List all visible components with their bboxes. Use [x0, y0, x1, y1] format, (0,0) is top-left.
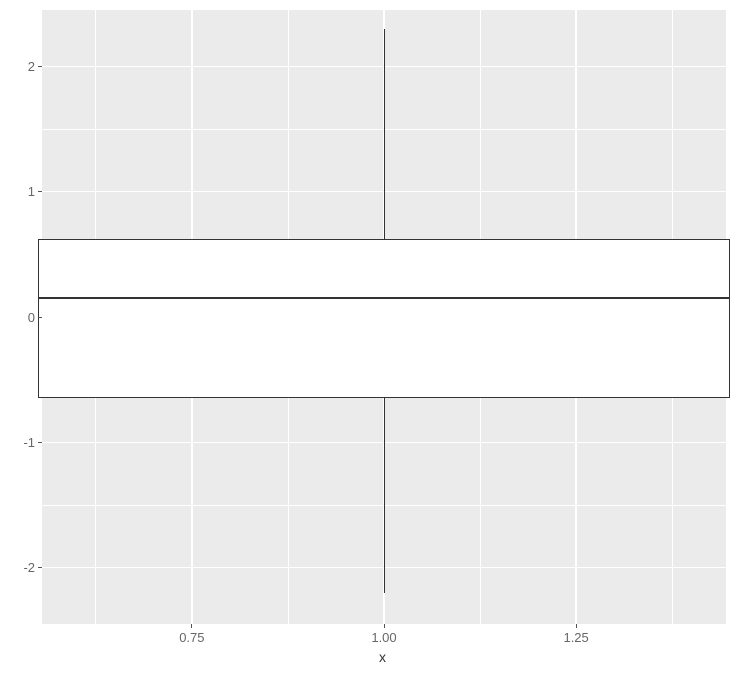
- y-tick-mark: [38, 66, 42, 67]
- y-tick-mark: [38, 191, 42, 192]
- y-tick-label: 1: [28, 185, 35, 198]
- y-tick-label: 2: [28, 60, 35, 73]
- x-tick-label: 1.25: [556, 631, 596, 644]
- x-tick-mark: [384, 624, 385, 628]
- boxplot-chart: x -2 -1 0 1 2 0.75 1.00 1.25: [0, 0, 736, 676]
- box-body: [38, 239, 730, 398]
- x-tick-label: 1.00: [364, 631, 404, 644]
- whisker-upper: [384, 29, 385, 240]
- y-tick-label: 0: [28, 311, 35, 324]
- y-tick-mark: [38, 317, 42, 318]
- y-tick-mark: [38, 567, 42, 568]
- box-median: [38, 297, 730, 299]
- x-tick-label: 0.75: [172, 631, 212, 644]
- x-tick-mark: [576, 624, 577, 628]
- x-axis-title: x: [379, 650, 386, 664]
- y-tick-label: -1: [23, 436, 35, 449]
- whisker-lower: [384, 398, 385, 592]
- x-tick-mark: [191, 624, 192, 628]
- y-tick-mark: [38, 442, 42, 443]
- y-tick-label: -2: [23, 561, 35, 574]
